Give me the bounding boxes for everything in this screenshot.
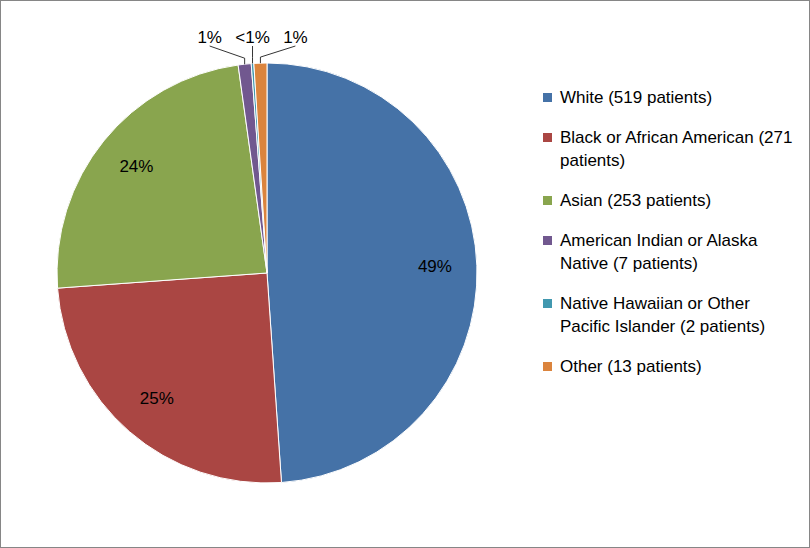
- legend-label: Asian (253 patients): [560, 191, 711, 210]
- data-labels: 49% 25% 24% 1% <1% 1%: [119, 28, 452, 408]
- leader-line: [260, 46, 295, 63]
- pie-slice: [57, 65, 267, 288]
- legend-swatch: [543, 362, 552, 371]
- legend: White (519 patients) Black or African Ame…: [543, 88, 792, 376]
- data-label: 1%: [283, 28, 308, 47]
- data-label: 24%: [119, 157, 153, 176]
- legend-swatch: [543, 93, 552, 102]
- data-label: 49%: [418, 257, 452, 276]
- legend-label: Native Hawaiian or OtherPacific Islander…: [560, 294, 765, 336]
- legend-label: American Indian or AlaskaNative (7 patie…: [560, 231, 758, 273]
- legend-label: Other (13 patients): [560, 357, 702, 376]
- pie-slice: [254, 63, 267, 273]
- pie-slice: [238, 64, 267, 273]
- chart: 49% 25% 24% 1% <1% 1% White (519 patients) Blac…: [0, 0, 810, 548]
- pie-slice: [58, 273, 282, 483]
- data-label: <1%: [235, 28, 270, 47]
- chart-frame: [1, 1, 810, 548]
- data-label: 1%: [197, 28, 222, 47]
- legend-label: Black or African American (271patients): [560, 128, 792, 170]
- pie: [57, 63, 477, 483]
- leader-line: [210, 46, 245, 64]
- legend-swatch: [543, 299, 552, 308]
- pie-slice: [267, 63, 477, 483]
- legend-swatch: [543, 133, 552, 142]
- leader-line: [252, 46, 253, 63]
- legend-label: White (519 patients): [560, 88, 712, 107]
- legend-swatch: [543, 236, 552, 245]
- pie-slice: [251, 63, 267, 273]
- legend-swatch: [543, 196, 552, 205]
- data-label: 25%: [140, 389, 174, 408]
